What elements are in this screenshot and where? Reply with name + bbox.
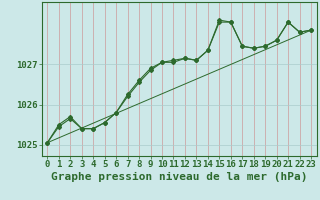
X-axis label: Graphe pression niveau de la mer (hPa): Graphe pression niveau de la mer (hPa) [51,172,308,182]
